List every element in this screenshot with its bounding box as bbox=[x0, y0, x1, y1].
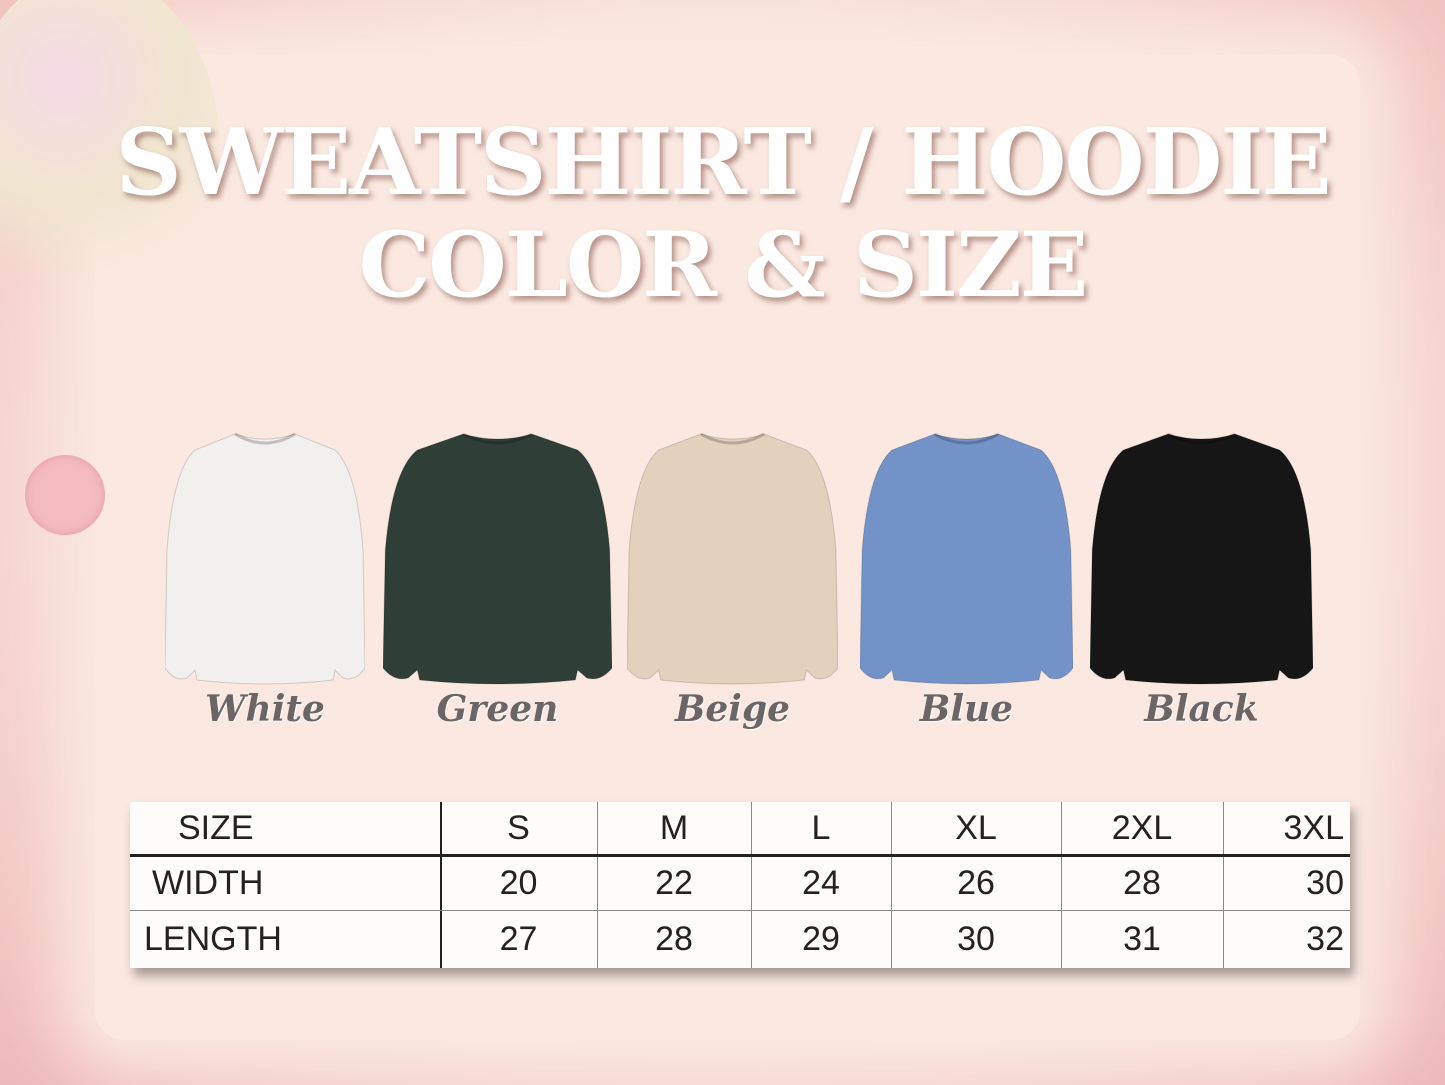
header-cell: 3XL bbox=[1283, 809, 1345, 847]
table-cell: 31 bbox=[1123, 920, 1161, 958]
column-divider bbox=[1061, 802, 1062, 968]
table-cell: 28 bbox=[655, 920, 693, 958]
header-cell: L bbox=[811, 809, 831, 847]
size-table: SIZE S M L XL 2XL 3XL WIDTH 20 22 24 26 28 30 LENGTH 27… bbox=[130, 802, 1350, 968]
table-cell: WIDTH bbox=[152, 863, 264, 902]
header-cell: SIZE bbox=[178, 809, 254, 847]
table-cell: LENGTH bbox=[144, 920, 282, 958]
title-line-1: SWEATSHIRT / HOODIE bbox=[115, 108, 1331, 216]
color-label-white: White bbox=[205, 688, 325, 730]
color-label-green: Green bbox=[436, 688, 559, 730]
column-divider bbox=[597, 802, 598, 968]
table-cell: 24 bbox=[802, 863, 840, 902]
row-divider bbox=[130, 910, 1350, 911]
sweatshirt-white bbox=[164, 430, 366, 686]
table-cell: 27 bbox=[499, 920, 538, 958]
column-divider bbox=[751, 802, 752, 968]
sweatshirt-green bbox=[382, 430, 613, 686]
table-cell: 30 bbox=[1306, 863, 1344, 902]
header-cell: S bbox=[507, 809, 530, 847]
table-cell: 20 bbox=[499, 863, 538, 902]
header-cell: M bbox=[659, 809, 689, 847]
column-divider bbox=[891, 802, 892, 968]
sweatshirt-black bbox=[1089, 430, 1314, 686]
table-cell: 26 bbox=[957, 863, 995, 902]
column-divider bbox=[1223, 802, 1224, 968]
color-label-beige: Beige bbox=[674, 688, 791, 730]
sweatshirt-beige bbox=[626, 430, 839, 686]
table-cell: 28 bbox=[1123, 863, 1161, 902]
table-cell: 22 bbox=[655, 863, 693, 902]
sweatshirt-blue bbox=[859, 430, 1074, 686]
color-label-black: Black bbox=[1144, 688, 1259, 730]
row-divider bbox=[130, 854, 1350, 857]
flower-decoration bbox=[0, 0, 220, 330]
table-cell: 29 bbox=[802, 920, 840, 958]
table-cell: 32 bbox=[1306, 920, 1344, 958]
color-label-blue: Blue bbox=[919, 688, 1014, 730]
header-cell: 2XL bbox=[1111, 809, 1173, 847]
button-decoration bbox=[25, 455, 105, 535]
header-cell: XL bbox=[955, 809, 997, 847]
column-divider bbox=[440, 802, 442, 968]
table-cell: 30 bbox=[957, 920, 995, 958]
title-line-2: COLOR & SIZE bbox=[358, 212, 1089, 318]
